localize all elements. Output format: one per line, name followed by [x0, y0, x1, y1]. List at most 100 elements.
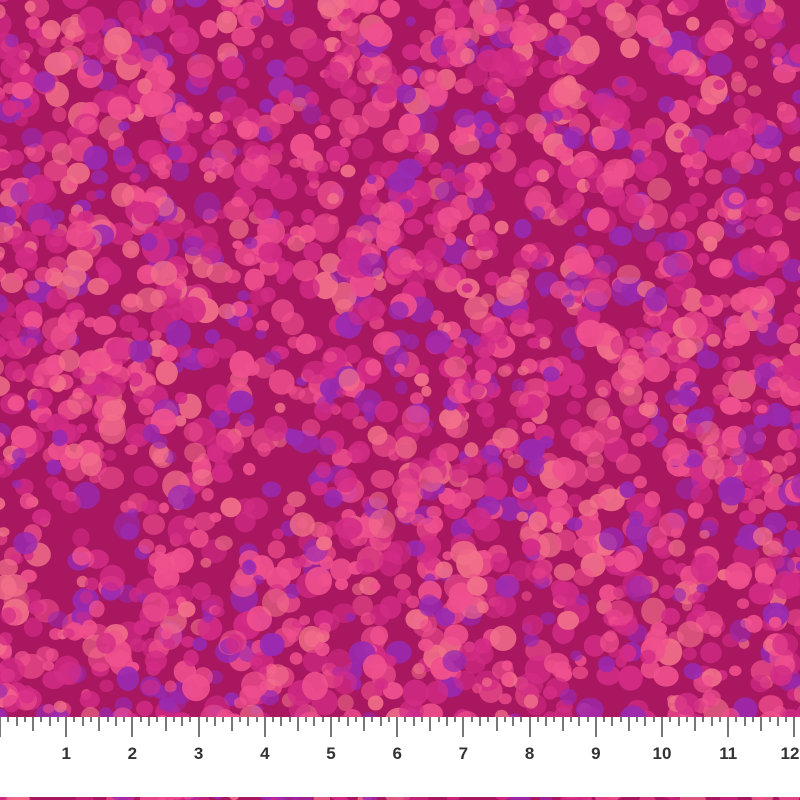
ruler-tick — [139, 717, 142, 722]
fabric-dot — [676, 253, 693, 270]
fabric-dot — [312, 213, 340, 243]
fabric-dot — [718, 476, 746, 506]
fabric-dot — [762, 602, 790, 627]
fabric-dot — [642, 340, 663, 360]
fabric-dot — [599, 584, 618, 602]
ruler-tick — [503, 717, 506, 722]
fabric-dot — [177, 601, 196, 618]
fabric-dot — [394, 380, 408, 395]
fabric-dot — [62, 628, 75, 639]
fabric-dot — [668, 58, 683, 73]
fabric-dot — [64, 29, 76, 40]
fabric-dot — [299, 277, 320, 299]
fabric-dot — [83, 29, 102, 46]
ruler-tick — [164, 717, 167, 731]
fabric-dot — [618, 665, 643, 691]
fabric-dot — [84, 577, 99, 591]
fabric-dot — [572, 35, 600, 65]
fabric-dot — [696, 252, 710, 265]
fabric-dot — [644, 123, 662, 140]
fabric-dot — [467, 576, 488, 596]
fabric-dot — [301, 208, 315, 223]
fabric-dot — [203, 171, 217, 183]
fabric-dot — [224, 269, 241, 284]
ruler-tick — [412, 717, 415, 726]
fabric-dot — [208, 409, 230, 429]
fabric-dot — [686, 16, 700, 31]
fabric-dot — [413, 662, 425, 675]
fabric-dot — [451, 492, 472, 510]
fabric-dot — [521, 538, 541, 557]
fabric-dot — [72, 528, 90, 548]
fabric-dot — [0, 527, 10, 537]
fabric-dot — [555, 529, 577, 552]
fabric-dot — [494, 575, 520, 598]
fabric-dot — [331, 282, 357, 310]
fabric-dot — [200, 242, 222, 265]
fabric-dot — [106, 337, 132, 362]
ruler-tick — [569, 717, 572, 722]
fabric-dot — [42, 660, 55, 672]
fabric-dot — [24, 280, 40, 294]
ruler-tick — [636, 717, 639, 722]
fabric-dot — [303, 242, 323, 262]
fabric-dot — [287, 235, 306, 252]
ruler-tick — [603, 717, 606, 722]
ruler-label: 11 — [719, 744, 738, 763]
fabric-dot — [481, 122, 495, 134]
fabric-dot — [724, 322, 750, 346]
fabric-dot — [0, 607, 17, 624]
ruler-tick — [644, 717, 647, 726]
fabric-dot — [642, 356, 670, 383]
ruler-tick — [321, 717, 324, 722]
fabric-dot — [437, 267, 461, 292]
fabric-dot — [13, 268, 28, 281]
fabric-dot — [266, 121, 283, 137]
fabric-dot — [485, 461, 504, 481]
fabric-dot — [79, 690, 100, 709]
fabric-dot — [368, 491, 389, 510]
fabric-dot — [193, 512, 216, 531]
fabric-dot — [406, 270, 425, 288]
fabric-dot — [772, 64, 796, 84]
fabric-dot — [785, 369, 800, 393]
fabric-dot — [690, 553, 718, 583]
fabric-dot — [338, 368, 360, 392]
fabric-dot — [335, 517, 363, 540]
fabric-dot — [108, 304, 122, 316]
fabric-dot — [197, 615, 223, 641]
fabric-dot — [232, 3, 244, 15]
fabric-dot — [704, 27, 732, 52]
fabric-dot — [374, 400, 398, 423]
ruler-tick — [48, 717, 51, 726]
fabric-dot — [702, 674, 714, 687]
fabric-dot — [683, 422, 704, 440]
fabric-dot — [113, 511, 141, 540]
fabric-dot — [301, 419, 321, 437]
fabric-dot — [51, 209, 65, 223]
fabric-dot — [482, 477, 508, 501]
fabric-dot — [542, 366, 560, 382]
fabric-dot — [789, 44, 800, 64]
fabric-dot — [192, 469, 214, 487]
fabric-dot — [0, 632, 13, 646]
fabric-dot — [377, 57, 390, 67]
fabric-dot — [335, 578, 349, 591]
fabric-dot — [742, 464, 770, 489]
fabric-dot — [523, 378, 549, 399]
fabric-dot — [446, 595, 467, 614]
ruler-tick — [462, 717, 465, 737]
ruler-tick — [528, 717, 531, 737]
fabric-dot — [259, 258, 279, 276]
fabric-dot — [435, 7, 456, 29]
fabric-dot — [586, 451, 604, 469]
fabric-dot — [513, 475, 528, 493]
fabric-dot — [414, 373, 429, 387]
fabric-dot — [361, 100, 390, 128]
fabric-dot — [781, 258, 800, 283]
fabric-dot — [112, 145, 133, 167]
fabric-dot — [437, 54, 451, 67]
fabric-dot — [0, 317, 21, 340]
fabric-dot — [347, 0, 375, 13]
fabric-dot — [542, 685, 558, 700]
